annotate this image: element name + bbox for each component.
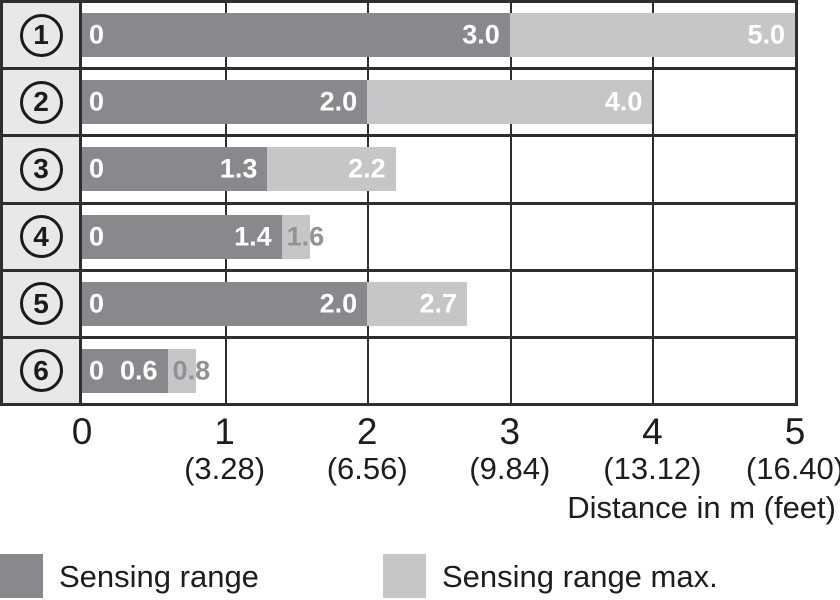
sensing-range-bar: 0 2.0 (82, 281, 368, 326)
legend-item-sensing-range-max: Sensing range max. (383, 554, 718, 598)
gridline-3m (509, 204, 512, 269)
sensing-range-value: 2.0 (319, 288, 358, 319)
sensing-range-value: 0.6 (120, 355, 158, 386)
legend-item-sensing-range: Sensing range (0, 554, 259, 598)
tick-feet-value: (3.28) (184, 451, 266, 486)
row-plot-area: 0 2.0 2.7 (82, 271, 795, 336)
x-axis-tick: 5 (16.40) (745, 411, 840, 486)
chart-row: 2 0 2.0 4.0 (3, 70, 795, 138)
tick-feet-value: (16.40) (745, 451, 840, 486)
sensing-range-bar: 0 1.3 (82, 147, 268, 192)
sensing-range-max-bar: 4.0 (367, 80, 653, 125)
gridline-3m (509, 338, 512, 404)
tick-feet-value: (9.84) (469, 451, 551, 486)
row-label-cell: 1 (3, 3, 82, 68)
row-number-circle: 6 (19, 349, 63, 393)
sensing-range-max-value: 2.2 (348, 153, 386, 184)
row-plot-area: 0 1.4 1.6 (82, 204, 795, 269)
row-number-circle: 2 (19, 80, 63, 124)
gridline-3m (509, 137, 512, 202)
row-number-circle: 5 (19, 282, 63, 326)
row-number-circle: 4 (19, 215, 63, 259)
x-axis: 0 1 (3.28) 2 (6.56) 3 (9.84) 4 (13.12) 5… (72, 411, 840, 490)
x-axis-tick: 4 (13.12) (603, 411, 702, 486)
row-label-cell: 6 (3, 338, 82, 404)
row-plot-area: 0 0.6 0.8 (82, 338, 795, 404)
chart-row: 3 0 1.3 2.2 (3, 137, 795, 205)
bar-start-value: 0 (89, 86, 105, 117)
sensing-range-value: 2.0 (319, 86, 358, 117)
sensing-range-value: 3.0 (462, 19, 500, 50)
bar-start-value: 0 (89, 19, 105, 50)
row-label-cell: 4 (3, 204, 82, 269)
row-plot-area: 0 2.0 4.0 (82, 70, 795, 135)
sensing-range-value: 1.4 (234, 221, 272, 252)
x-axis-label: Distance in m (feet) (567, 490, 836, 525)
gridline-2m (367, 204, 370, 269)
sensing-range-bar-chart: 1 0 3.0 5.0 2 0 2.0 (0, 0, 798, 406)
gridline-3m (509, 271, 512, 336)
legend-label: Sensing range (59, 558, 259, 594)
tick-meters-value: 0 (71, 411, 93, 452)
tick-meters-value: 4 (642, 411, 663, 452)
sensing-range-max-value: 4.0 (604, 86, 643, 117)
bar-start-value: 0 (89, 288, 105, 319)
sensing-range-bar: 0 3.0 (82, 13, 510, 58)
gridline-4m (652, 271, 655, 336)
chart-row: 6 0 0.6 0.8 (3, 338, 795, 404)
x-axis-tick: 1 (3.28) (184, 411, 266, 486)
sensing-range-bar: 0 2.0 (82, 80, 368, 125)
bar-start-value: 0 (89, 153, 105, 184)
gridline-4m (652, 338, 655, 404)
sensing-range-value: 1.3 (219, 153, 258, 184)
row-number-circle: 1 (19, 13, 63, 57)
row-label-cell: 2 (3, 70, 82, 135)
sensing-range-bar: 0 1.4 (82, 214, 282, 259)
sensing-range-bar: 0 0.6 (82, 348, 168, 393)
x-axis-tick: 3 (9.84) (469, 411, 551, 486)
tick-feet-value: (6.56) (326, 451, 408, 486)
row-number-circle: 3 (19, 147, 63, 191)
sensing-range-swatch (0, 554, 43, 598)
gridline-4m (652, 204, 655, 269)
legend-label: Sensing range max. (442, 558, 718, 594)
row-plot-area: 0 3.0 5.0 (82, 3, 795, 68)
sensing-range-max-bar: 5.0 (509, 13, 795, 58)
sensing-range-max-value: 0.8 (172, 355, 211, 386)
tick-meters-value: 3 (499, 411, 521, 452)
row-label-cell: 5 (3, 271, 82, 336)
tick-meters-value: 1 (214, 411, 235, 452)
x-axis-tick: 0 (72, 412, 93, 452)
sensing-range-max-bar: 2.7 (367, 281, 467, 326)
gridline-1m (224, 338, 227, 404)
sensing-range-max-value: 2.7 (419, 288, 457, 319)
chart-row: 4 0 1.4 1.6 (3, 204, 795, 272)
row-label-cell: 3 (3, 137, 82, 202)
sensing-range-max-bar: 0.8 (167, 348, 210, 393)
legend: Sensing range Sensing range max. (0, 554, 840, 598)
sensing-range-max-bar: 2.2 (267, 147, 396, 192)
sensing-range-max-bar: 1.6 (281, 214, 324, 259)
gridline-4m (652, 137, 655, 202)
sensing-range-max-value: 1.6 (286, 221, 325, 252)
tick-meters-value: 5 (784, 411, 806, 452)
gridline-2m (367, 338, 370, 404)
tick-meters-value: 2 (356, 411, 378, 452)
chart-row: 5 0 2.0 2.7 (3, 271, 795, 339)
bar-start-value: 0 (89, 355, 105, 386)
sensing-range-max-swatch (383, 554, 426, 598)
chart-row: 1 0 3.0 5.0 (3, 3, 795, 71)
row-plot-area: 0 1.3 2.2 (82, 137, 795, 202)
bar-start-value: 0 (89, 221, 105, 252)
x-axis-tick: 2 (6.56) (326, 411, 408, 486)
sensing-range-max-value: 5.0 (747, 19, 785, 50)
gridline-4m (652, 70, 655, 135)
tick-feet-value: (13.12) (603, 451, 702, 486)
